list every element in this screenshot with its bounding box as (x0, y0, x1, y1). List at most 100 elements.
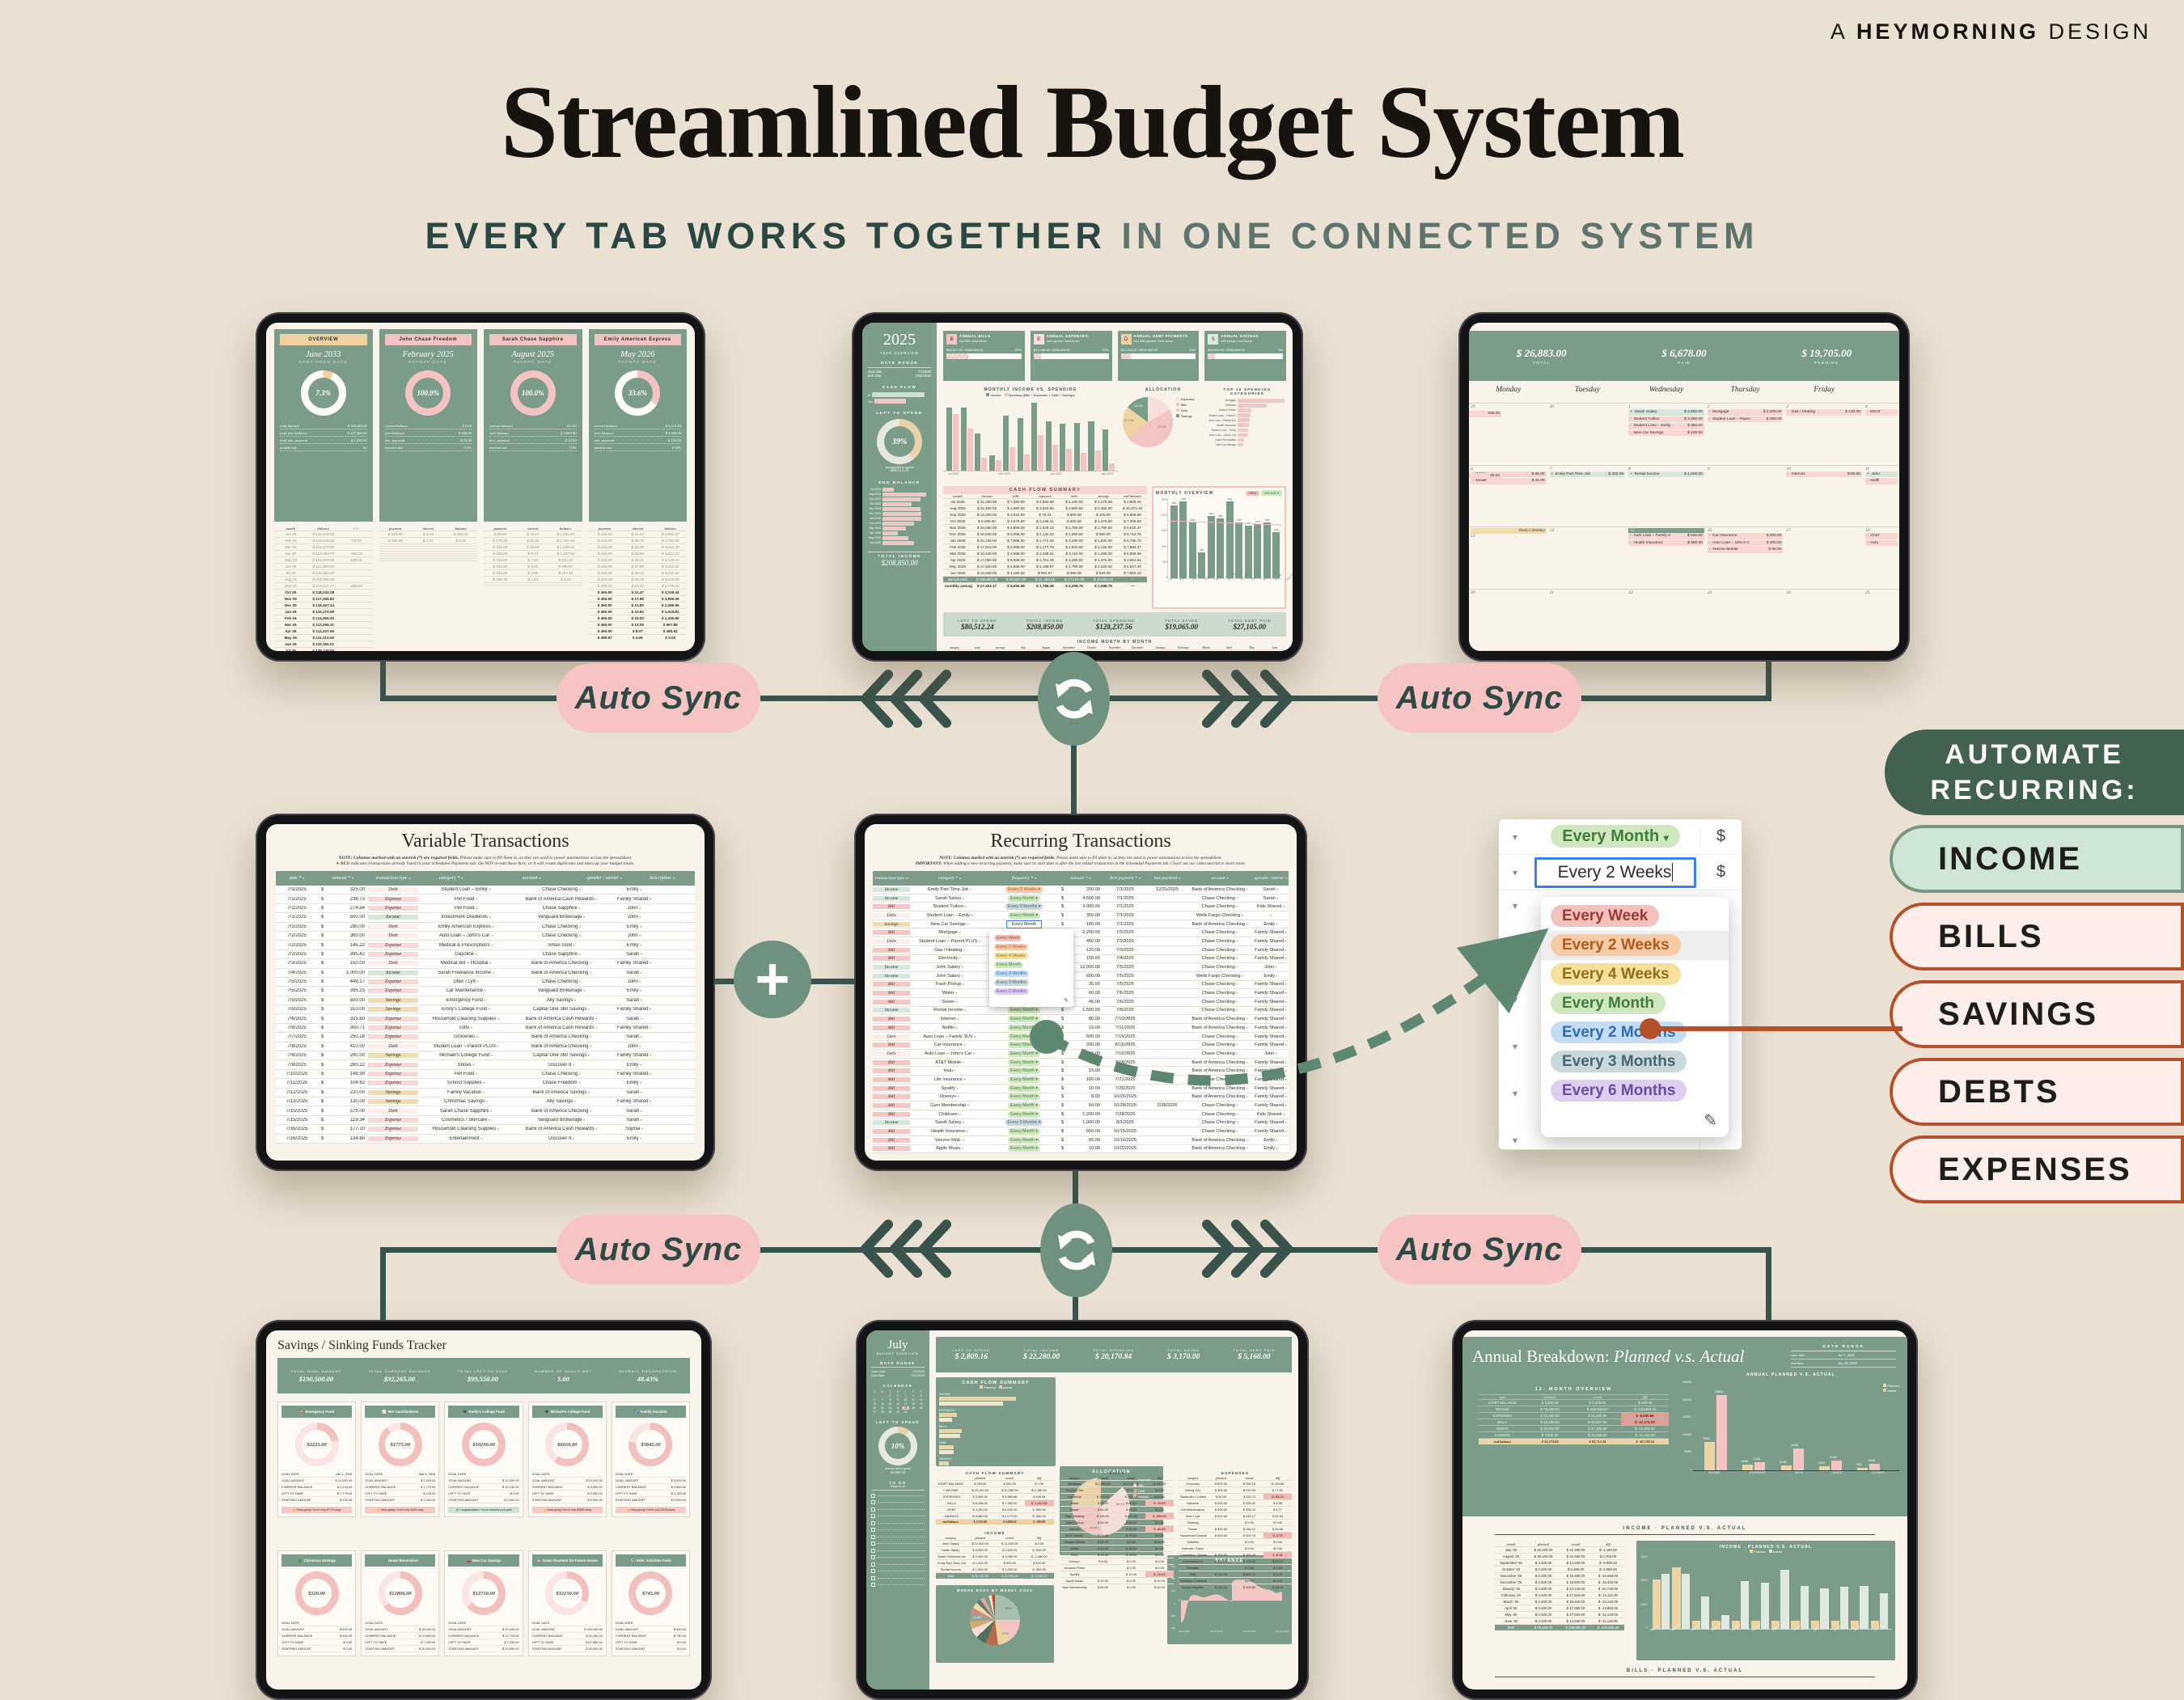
calendar-day-cell[interactable]: 7 + Emily Part-Time Job $ 200.00 (1549, 466, 1626, 477)
frequency-option[interactable]: Every Week (994, 935, 1022, 941)
frequency-pill[interactable]: Every Month ▾ (1008, 1145, 1040, 1152)
frequency-option[interactable]: Every Week (1541, 902, 1729, 931)
frequency-pill[interactable]: Every Month ▾ (1008, 1136, 1040, 1144)
todo-checkbox[interactable] (871, 1555, 875, 1559)
frequency-pill[interactable]: Every Month ▾ (1008, 1016, 1040, 1023)
frequency-option[interactable]: Every 2 Weeks (994, 944, 1028, 950)
calendar-day-cell[interactable]: 9 (1707, 466, 1710, 472)
allocation-legend: Expenses Bills Debt Savings (1176, 397, 1195, 447)
calendar-day-cell[interactable]: 14 (1549, 528, 1555, 533)
calendar-day-cell[interactable]: 4 - Electr (1864, 404, 1899, 465)
frequency-pill[interactable]: Every Month ▾ (1008, 1093, 1040, 1101)
calendar-day-cell[interactable]: 11 + John - Netfli (1864, 466, 1899, 527)
row-filter-icon[interactable]: ▾ (1512, 900, 1518, 911)
view-selector[interactable]: INCOME ▾ (1260, 490, 1282, 496)
calendar-day-cell[interactable]: 1 + Sarah Salary $ 4,500.00- Student Tuit… (1628, 404, 1704, 436)
todo-checkbox[interactable] (871, 1520, 875, 1525)
frequency-pill[interactable]: Every Month ▾ (1008, 1024, 1040, 1031)
calendar-day-cell[interactable]: Emily's birthday 13 (1471, 528, 1547, 539)
calendar-day-cell[interactable]: 29 (1471, 404, 1475, 409)
frequency-pill[interactable]: Every Month ▾ (1008, 1085, 1040, 1092)
frequency-pill[interactable]: Every Month ▾ (1008, 1042, 1040, 1049)
calendar-day-cell[interactable]: 18 - AT&T - Hulu (1864, 527, 1899, 589)
table-row: total $ 79,200.00 $ 208,850.00 $ -129,650.0… (1495, 1624, 1624, 1630)
calendar-day-cell[interactable]: 3 - Gas / Heating $ 120.00 (1786, 404, 1862, 416)
calendar-day-cell[interactable]: 20 (1471, 590, 1475, 595)
calendar-day-cell[interactable]: 16 - Car Insurance $ 200.00- Auto Loan – … (1707, 528, 1784, 553)
calendar-day-cell[interactable]: 30 (1549, 404, 1555, 409)
frequency-pill[interactable]: Every Month ▾ (1008, 1050, 1040, 1057)
frequency-pill[interactable]: Every Month ▾ (1008, 1110, 1040, 1118)
transaction-row: 7/5/2025 $310.00 Savings Emily's College… (276, 1005, 695, 1015)
frequency-option[interactable]: Every Month (1541, 989, 1729, 1018)
frequency-pill[interactable]: Every Month ▾ (1008, 1059, 1040, 1066)
todo-checkbox[interactable] (871, 1541, 875, 1546)
frequency-pill[interactable]: Every 3 Months ▾ (1005, 1119, 1043, 1127)
frequency-option[interactable]: Every 2 Weeks (1541, 931, 1729, 960)
calendar-day-cell[interactable]: 8 + Rental Income $ 1,500.00 (1628, 466, 1704, 477)
todo-checkbox[interactable] (871, 1514, 875, 1518)
frequency-pill[interactable]: Every Month ▾ (1008, 1033, 1040, 1040)
page-subtitle: EVERY TAB WORKS TOGETHER IN ONE CONNECTE… (425, 215, 1759, 256)
row-filter-icon[interactable]: ▾ (1512, 1041, 1518, 1052)
calendar-day-cell[interactable]: 24 (1786, 590, 1791, 595)
frequency-pill[interactable]: Every Month ▾ (1008, 911, 1040, 919)
frequency-pill[interactable]: Every Month ▾ (1008, 1076, 1040, 1083)
todo-checkbox[interactable] (871, 1575, 875, 1580)
todo-checkbox[interactable] (871, 1548, 875, 1553)
calendar-day-cell[interactable]: 22 (1628, 590, 1633, 595)
calendar-day-cell[interactable]: 23 (1707, 590, 1712, 595)
frequency-pill[interactable]: Every 2 Weeks ▾ (1005, 886, 1043, 893)
frequency-edit-cell[interactable]: Every 2 Weeks (1534, 856, 1696, 888)
frequency-pill[interactable]: Every Month ▾ (1008, 1068, 1040, 1075)
frequency-pill[interactable]: Every Month ▾ (1008, 1128, 1040, 1135)
frequency-option[interactable]: Every 6 Months (994, 988, 1029, 995)
frequency-option[interactable]: Every 3 Months (1541, 1047, 1729, 1076)
frequency-pill[interactable]: Every Month ▾ (1008, 1102, 1040, 1110)
row-filter-icon[interactable]: ▾ (1512, 1088, 1518, 1099)
edit-options-icon[interactable]: ✎ (1704, 1112, 1717, 1130)
calendar-day-cell[interactable]: 2 - Mortgage $ 2,200.00- Student Loan – P… (1707, 404, 1784, 422)
frequency-pill[interactable]: Every Month ▾ (1008, 894, 1040, 902)
table-row: Jun 25 $ 121,903.02 (274, 563, 373, 570)
edit-options-icon[interactable]: ✎ (1064, 998, 1069, 1004)
frequency-option[interactable]: Every 4 Weeks (1541, 960, 1729, 989)
frequency-option[interactable]: Every 4 Weeks (994, 953, 1028, 959)
calendar-day-cell[interactable]: 25 (1864, 590, 1870, 595)
todo-checkbox[interactable] (871, 1583, 875, 1587)
frequency-pill[interactable]: Every 3 Months ▾ (1005, 903, 1043, 911)
row-filter-icon[interactable]: ▾ (1512, 1135, 1518, 1146)
page-title: Streamlined Budget System (500, 65, 1685, 180)
frequency-option[interactable]: Every 6 Months (1541, 1076, 1729, 1106)
todo-checkbox[interactable] (871, 1569, 875, 1573)
allocation-pie: 47.2% 21.1% 14.9% (1123, 397, 1173, 447)
todo-checkbox[interactable] (871, 1562, 875, 1567)
todo-checkbox[interactable] (871, 1534, 875, 1539)
table-row: $ 80.00 $ 11.67 $ 1,931.67 (484, 531, 582, 538)
debt-amortization-tables: month balance + / - Jan 25 $ 126,570.03 Feb 2… (274, 526, 687, 651)
table-row: March '26 $ 3,400.00 $ 16,540.00 $ -13,140.… (1495, 1598, 1624, 1605)
row-filter-icon[interactable]: ▾ (1512, 947, 1518, 958)
table: category total average July August September O… (943, 646, 1286, 651)
row-filter-icon[interactable]: ▾ (1512, 994, 1518, 1005)
todo-checkbox[interactable] (871, 1528, 875, 1532)
calendar-day-cell[interactable]: 21 (1549, 590, 1555, 595)
row-filter-icon[interactable]: ▾ (1512, 831, 1518, 843)
todo-checkbox[interactable] (871, 1500, 875, 1504)
frequency-pill[interactable]: Every Month ▾ (1551, 825, 1680, 848)
todo-checkbox[interactable] (871, 1507, 875, 1512)
table-row: Jul 26 $ 109,145.50 (274, 647, 373, 651)
row-filter-icon[interactable]: ▾ (1512, 866, 1518, 878)
month-sidebar: July · BUDGET OVERVIEW · DATE RANGE Star… (866, 1330, 929, 1689)
frequency-option[interactable]: Every Month (994, 962, 1023, 968)
todo-checkbox[interactable] (871, 1493, 875, 1498)
frequency-pill[interactable]: Every Month ▾ (1008, 1007, 1040, 1014)
table-row: Oct 2025 $ 5,480.00 $ 1,876.00 $ 1,246.41 $ … (943, 518, 1147, 525)
frequency-option[interactable]: Every 3 Months (994, 979, 1029, 986)
frequency-option[interactable]: Every 2 Months (1541, 1018, 1729, 1047)
frequency-option[interactable]: Every 2 Months (994, 971, 1029, 977)
cash-out-bar (874, 399, 906, 404)
calendar-day-cell[interactable]: 10 - Internet $ 80.00 (1786, 466, 1862, 477)
calendar-day-cell[interactable]: 17 (1786, 528, 1791, 533)
calendar-day-cell[interactable]: 15 - Auto Loan – Family S $ 500.00- Healt… (1628, 528, 1704, 546)
